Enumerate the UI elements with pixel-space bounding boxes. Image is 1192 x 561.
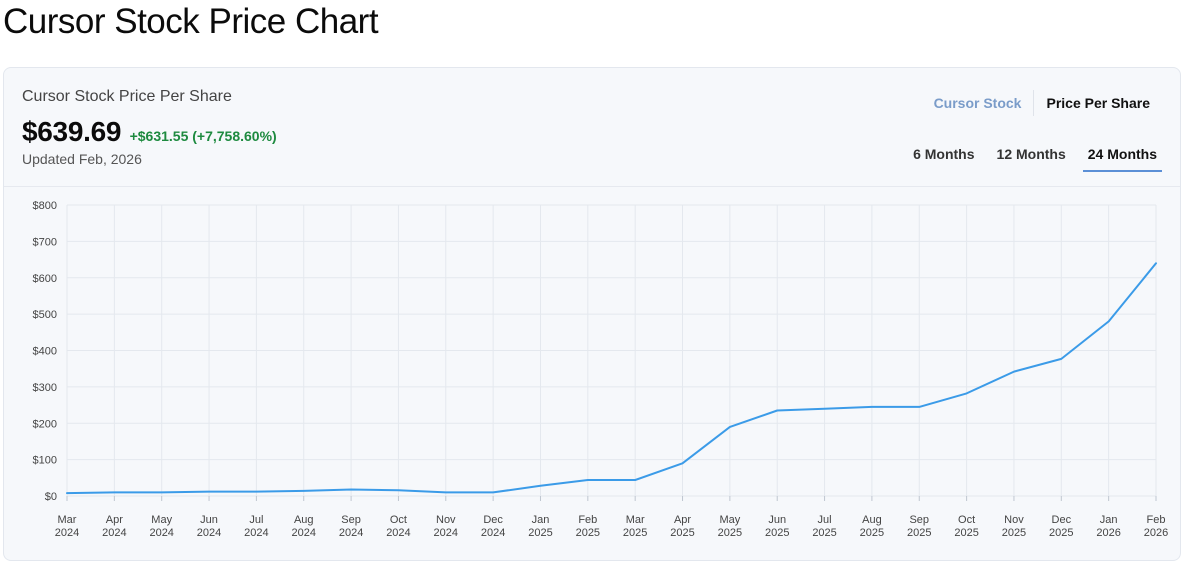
y-tick-label: $400 xyxy=(33,346,57,358)
y-tick-label: $600 xyxy=(33,273,57,285)
x-tick-label: Sep 2024 xyxy=(339,514,363,539)
price-line-chart: $0 $100 $200 $300 $400 $500 $600 $700 $800 Mar 20… xyxy=(33,200,1169,539)
x-tick-label: Aug 2024 xyxy=(291,514,315,539)
x-tick-label: May 2025 xyxy=(718,514,742,539)
updated-date: Updated Feb, 2026 xyxy=(22,151,142,167)
x-tick-label: Jul 2025 xyxy=(812,514,836,539)
x-tick-label: Nov 2025 xyxy=(1002,514,1026,539)
tab-12-months[interactable]: 12 Months xyxy=(992,140,1071,172)
y-tick-label: $800 xyxy=(33,200,57,212)
x-tick-label: Jun 2024 xyxy=(197,514,221,539)
x-tick-label: Jan 2026 xyxy=(1096,514,1120,539)
x-tick-label: Dec 2024 xyxy=(481,514,505,539)
x-tick-label: Feb 2025 xyxy=(576,514,600,539)
x-tick-label: Sep 2025 xyxy=(907,514,931,539)
x-tick-label: Dec 2025 xyxy=(1049,514,1073,539)
price-row: $639.69 +$631.55 (+7,758.60%) xyxy=(22,116,277,148)
card-subtitle: Cursor Stock Price Per Share xyxy=(22,88,232,105)
x-tick-label: Aug 2025 xyxy=(860,514,884,539)
range-tabs: 6 Months 12 Months 24 Months xyxy=(896,140,1162,172)
price-change: +$631.55 (+7,758.60%) xyxy=(129,128,277,144)
y-tick-label: $200 xyxy=(33,418,57,430)
tab-6-months[interactable]: 6 Months xyxy=(908,140,979,172)
toggle-divider xyxy=(1033,90,1035,116)
card-header: Cursor Stock Price Per Share $639.69 +$6… xyxy=(4,68,1180,187)
view-toggle: Cursor Stock Price Per Share xyxy=(922,88,1162,118)
y-tick-label: $500 xyxy=(33,309,57,321)
tab-24-months[interactable]: 24 Months xyxy=(1082,140,1162,172)
y-tick-label: $700 xyxy=(33,236,57,248)
chart-series xyxy=(66,262,1157,495)
x-tick-label: Nov 2024 xyxy=(434,514,458,539)
x-tick-label: Feb 2026 xyxy=(1144,514,1168,539)
x-tick-label: Mar 2024 xyxy=(55,514,79,539)
x-tick-label: Jan 2025 xyxy=(528,514,552,539)
x-tick-label: Apr 2024 xyxy=(102,514,126,539)
x-tick-label: Jul 2024 xyxy=(244,514,268,539)
chart-card: Cursor Stock Price Per Share $639.69 +$6… xyxy=(3,67,1181,561)
current-price: $639.69 xyxy=(22,116,122,147)
y-tick-label: $0 xyxy=(45,491,57,503)
x-tick-label: May 2024 xyxy=(149,514,173,539)
x-tick-label: Oct 2025 xyxy=(954,514,978,539)
x-axis: Mar 2024 Apr 2024 May 2024 Jun 2024 Jul 2024 Aug 20… xyxy=(55,496,1168,539)
chart-grid xyxy=(66,204,1157,497)
x-tick-label: Mar 2025 xyxy=(623,514,647,539)
y-axis: $0 $100 $200 $300 $400 $500 $600 $700 $800 xyxy=(33,200,57,503)
cursor-stock-toggle[interactable]: Cursor Stock xyxy=(922,89,1034,117)
y-tick-label: $300 xyxy=(33,382,57,394)
x-tick-label: Jun 2025 xyxy=(765,514,789,539)
x-tick-label: Apr 2025 xyxy=(670,514,694,539)
price-series-line xyxy=(66,262,1157,495)
y-tick-label: $100 xyxy=(33,455,57,467)
page-title: Cursor Stock Price Chart xyxy=(3,2,379,41)
x-tick-label: Oct 2024 xyxy=(386,514,410,539)
price-per-share-toggle[interactable]: Price Per Share xyxy=(1034,89,1162,117)
